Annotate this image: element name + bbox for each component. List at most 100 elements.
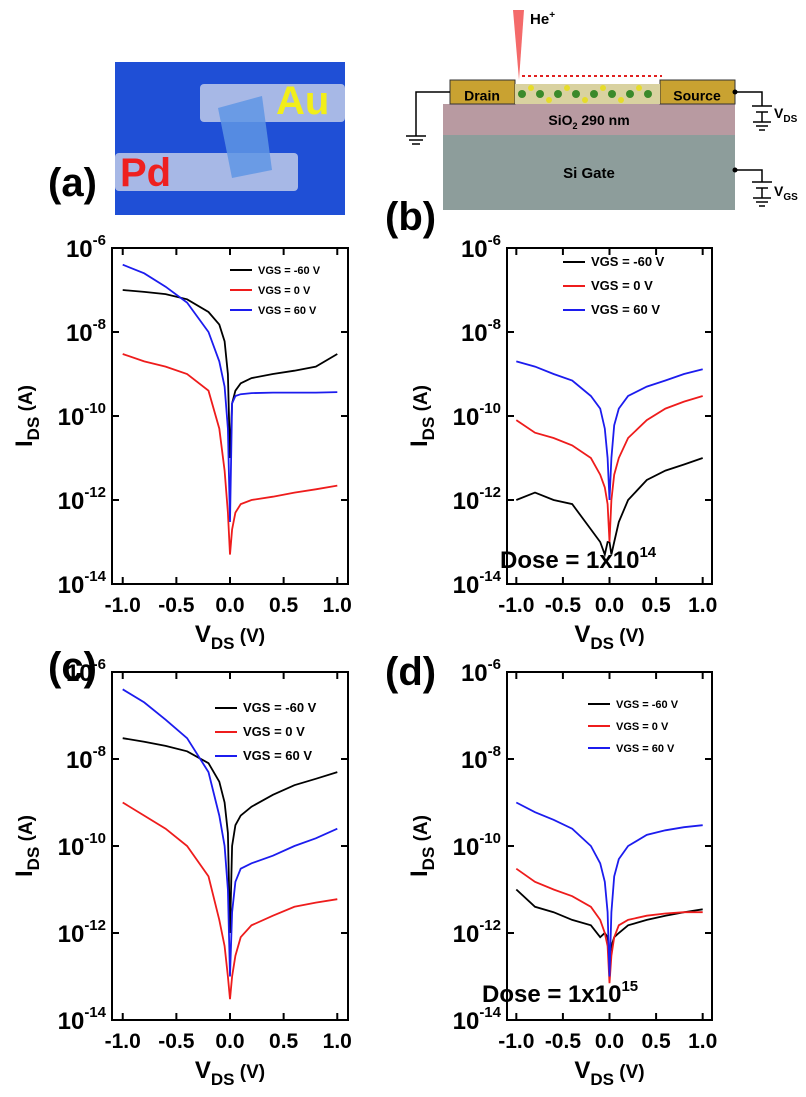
y-axis-label: IDS (A) xyxy=(11,815,43,877)
y-tick-label: 10-14 xyxy=(453,1004,502,1035)
y-tick-label: 10-10 xyxy=(453,830,501,861)
legend-label: VGS = 0 V xyxy=(258,285,311,297)
beam-text: He xyxy=(530,11,549,28)
oxide-text: SiO xyxy=(548,112,572,128)
legend-label: VGS = -60 V xyxy=(258,265,321,277)
vgs-label: VGS xyxy=(774,183,798,203)
beam xyxy=(513,10,524,80)
series-line xyxy=(515,867,703,984)
panel-label: (d) xyxy=(385,650,436,694)
x-axis-label-part: DS xyxy=(590,1070,614,1089)
x-axis-label-part: DS xyxy=(590,634,614,653)
gate-label: Si Gate xyxy=(563,165,615,182)
x-axis-label-part: DS xyxy=(211,634,235,653)
legend-label: VGS = -60 V xyxy=(591,254,665,269)
y-tick-base: 10 xyxy=(461,747,488,774)
x-tick-label: -0.5 xyxy=(158,1030,195,1053)
x-axis-label: VDS (V) xyxy=(574,1057,644,1089)
y-axis-label-part: I xyxy=(406,870,433,877)
series-line xyxy=(122,688,338,977)
y-tick-exponent: -12 xyxy=(479,484,501,501)
source-label: Source xyxy=(673,88,721,104)
vgs-text: GS xyxy=(783,192,798,203)
legend-label: VGS = 60 V xyxy=(591,302,660,317)
y-tick-exponent: -10 xyxy=(84,830,106,847)
series-line xyxy=(515,888,703,956)
y-tick-exponent: -14 xyxy=(479,1004,501,1021)
x-axis-label-part: V xyxy=(574,621,590,648)
atom xyxy=(546,97,552,103)
x-axis-label: VDS (V) xyxy=(195,1057,265,1089)
y-tick-base: 10 xyxy=(58,488,85,515)
y-tick-exponent: -6 xyxy=(93,232,106,249)
series-line xyxy=(122,263,338,523)
y-tick-base: 10 xyxy=(58,404,85,431)
x-tick-label: -0.5 xyxy=(545,1030,582,1053)
y-tick-base: 10 xyxy=(66,660,93,687)
legend-label: VGS = 60 V xyxy=(616,743,675,755)
y-tick-label: 10-14 xyxy=(58,568,107,599)
legend-label: VGS = -60 V xyxy=(243,700,317,715)
x-tick-label: 1.0 xyxy=(323,594,352,617)
y-tick-base: 10 xyxy=(58,572,85,599)
atom xyxy=(618,97,624,103)
x-tick-label: -1.0 xyxy=(105,594,141,617)
x-tick-label: 0.5 xyxy=(269,1030,299,1053)
y-tick-label: 10-8 xyxy=(461,743,501,774)
annotation-exponent: 15 xyxy=(621,978,638,995)
wire xyxy=(735,169,763,182)
y-tick-base: 10 xyxy=(453,488,480,515)
y-tick-label: 10-14 xyxy=(453,568,502,599)
y-tick-exponent: -6 xyxy=(488,656,501,673)
y-axis-label-part: I xyxy=(11,870,38,877)
x-tick-label: 0.0 xyxy=(595,594,624,617)
annotation: Dose = 1x1015 xyxy=(482,978,638,1008)
y-tick-exponent: -14 xyxy=(84,1004,106,1021)
y-axis-label-part: I xyxy=(11,440,38,447)
x-tick-label: 1.0 xyxy=(688,1030,717,1053)
y-tick-label: 10-12 xyxy=(453,917,501,948)
oxide-text: 2 xyxy=(572,121,577,131)
drain-label: Drain xyxy=(464,88,500,104)
x-axis-label: VDS (V) xyxy=(574,621,644,653)
circuit xyxy=(406,91,772,207)
y-tick-label: 10-12 xyxy=(58,917,106,948)
oxide-text: 290 nm xyxy=(578,112,630,128)
wire xyxy=(735,91,763,106)
x-axis-label-part: V xyxy=(195,1057,211,1084)
vds-text: V xyxy=(774,105,784,121)
y-tick-exponent: -10 xyxy=(479,400,501,417)
y-tick-exponent: -10 xyxy=(84,400,106,417)
y-tick-label: 10-12 xyxy=(58,484,106,515)
y-tick-label: 10-6 xyxy=(461,656,501,687)
atom xyxy=(644,90,652,98)
x-axis-label-part: V xyxy=(195,621,211,648)
series-line xyxy=(515,801,703,977)
y-tick-label: 10-10 xyxy=(453,400,501,431)
terminal xyxy=(732,89,738,95)
y-axis-label-part: (A) xyxy=(411,815,432,847)
legend-label: VGS = -60 V xyxy=(616,699,679,711)
y-tick-label: 10-6 xyxy=(66,656,106,687)
y-tick-label: 10-8 xyxy=(66,743,106,774)
gate-layer xyxy=(443,135,735,210)
x-tick-label: -1.0 xyxy=(105,1030,141,1053)
panel-label: (b) xyxy=(385,195,436,239)
legend-label: VGS = 60 V xyxy=(258,305,317,317)
y-axis-label: IDS (A) xyxy=(11,385,43,447)
atom xyxy=(590,90,598,98)
y-tick-exponent: -12 xyxy=(479,917,501,934)
annotation-text: Dose = 1x10 xyxy=(482,981,621,1008)
x-tick-label: -0.5 xyxy=(158,594,195,617)
x-tick-label: -0.5 xyxy=(545,594,582,617)
y-tick-label: 10-8 xyxy=(66,316,106,347)
atom xyxy=(608,90,616,98)
photo-label: Pd xyxy=(120,151,171,195)
x-axis-label-part: (V) xyxy=(235,1062,266,1083)
panel-label: (c) xyxy=(48,645,97,689)
